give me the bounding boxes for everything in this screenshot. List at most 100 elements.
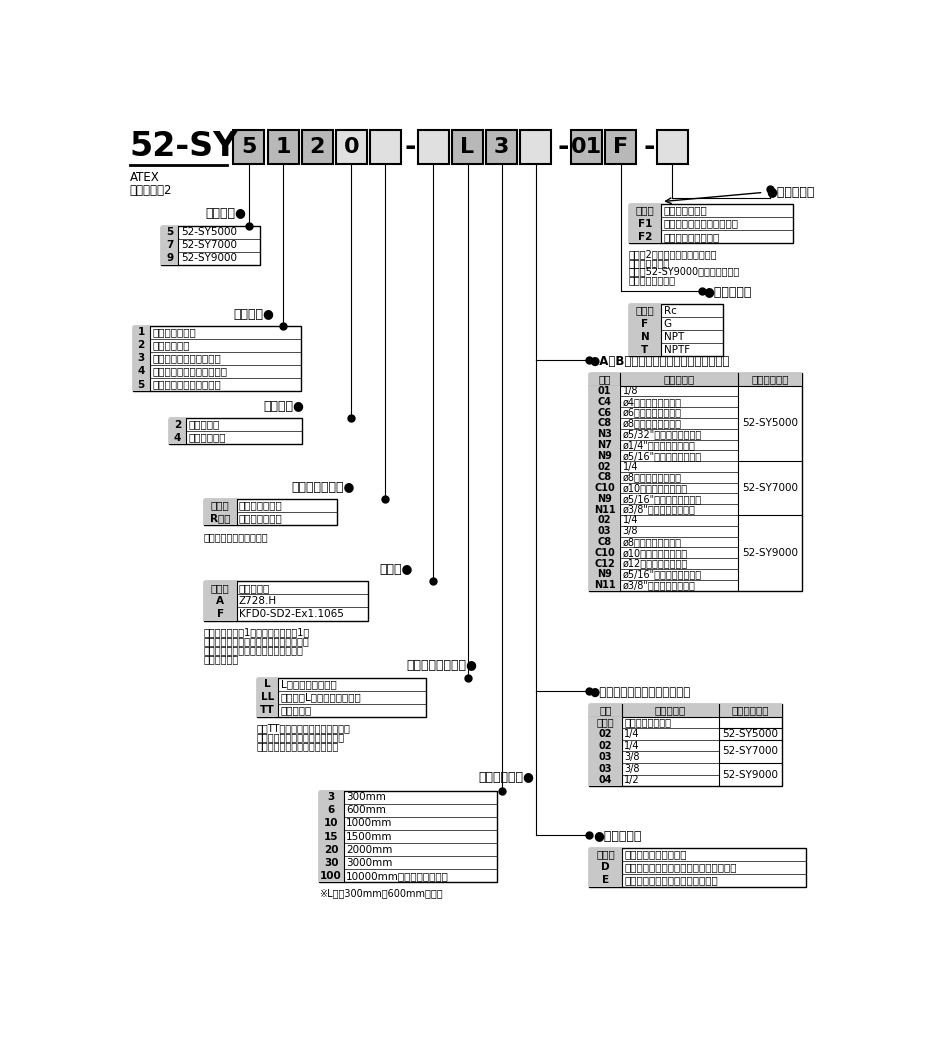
Text: TT: TT [260, 706, 275, 715]
Bar [589, 515, 620, 526]
Text: ケーブル形: ケーブル形 [281, 706, 312, 715]
Text: 管接続口径: 管接続口径 [663, 375, 694, 384]
Text: C6: C6 [598, 407, 612, 418]
Text: 3: 3 [494, 136, 509, 157]
Text: ●A・Bポート管接続口径（直接配管形）: ●A・Bポート管接続口径（直接配管形） [589, 355, 730, 368]
Text: N: N [640, 332, 650, 342]
Text: が必要です。なお、バリアも選択した: が必要です。なお、バリアも選択した [204, 636, 310, 646]
Text: 02: 02 [598, 461, 612, 472]
Text: 1/2: 1/2 [624, 776, 639, 785]
Text: -: - [405, 133, 416, 161]
Text: NPT: NPT [663, 332, 684, 342]
Text: 300mm: 300mm [346, 792, 386, 802]
Bar [589, 569, 620, 580]
Text: C8: C8 [598, 418, 612, 428]
Text: 30: 30 [324, 858, 338, 868]
Text: 01: 01 [571, 136, 602, 157]
Bar [318, 790, 497, 882]
Text: 52-SY7000: 52-SY7000 [180, 240, 237, 250]
Bar [589, 728, 621, 740]
Text: ø6ワンタッチ管継手: ø6ワンタッチ管継手 [622, 407, 681, 418]
Bar [318, 843, 344, 856]
Bar [162, 225, 179, 239]
Bar [589, 505, 620, 515]
Text: フートブラケット付注１）: フートブラケット付注１） [663, 219, 738, 229]
Text: 600mm: 600mm [346, 805, 386, 816]
Text: 04: 04 [598, 776, 612, 785]
Bar [589, 847, 621, 861]
Bar [629, 344, 661, 357]
Bar [204, 581, 237, 595]
Bar [589, 861, 621, 874]
Bar [629, 317, 661, 330]
Text: ベース配管形: ベース配管形 [188, 433, 226, 442]
Text: 02: 02 [598, 729, 612, 740]
Bar [133, 352, 150, 365]
Text: KFD0-SD2-Ex1.1065: KFD0-SD2-Ex1.1065 [238, 609, 344, 619]
Text: 無記号: 無記号 [211, 583, 230, 592]
Text: 10000mm（準標準品対応）: 10000mm（準標準品対応） [346, 871, 448, 880]
Text: 20: 20 [324, 844, 338, 855]
Text: 2: 2 [174, 420, 181, 430]
Text: 6: 6 [328, 805, 334, 816]
Bar [452, 130, 483, 164]
Text: シリーズ●: シリーズ● [206, 207, 247, 220]
Bar [204, 499, 237, 512]
Bar [589, 373, 802, 386]
Text: N9: N9 [598, 569, 612, 580]
Text: 無記号: 無記号 [636, 306, 655, 315]
Text: 52-SY5000: 52-SY5000 [180, 227, 237, 237]
Text: T: T [641, 345, 649, 354]
Bar [133, 365, 150, 378]
Bar [256, 677, 278, 691]
Text: C8: C8 [598, 537, 612, 547]
Text: 03: 03 [598, 526, 612, 536]
Text: G: G [663, 318, 672, 329]
Text: 注）TT形は端子台に結線されてお: 注）TT形は端子台に結線されてお [256, 723, 351, 733]
Text: バリア●: バリア● [380, 563, 413, 577]
Text: 10: 10 [324, 819, 338, 828]
Text: ø8ワンタッチ管継手: ø8ワンタッチ管継手 [622, 537, 681, 547]
Text: F1: F1 [637, 219, 652, 229]
Bar [318, 829, 344, 843]
Bar [589, 439, 620, 451]
Text: N9: N9 [598, 494, 612, 504]
Text: LL: LL [261, 692, 275, 703]
Bar [589, 428, 620, 439]
Text: ２位置ダブル: ２位置ダブル [152, 341, 190, 350]
Text: 記号: 記号 [599, 706, 612, 715]
Bar [318, 870, 344, 882]
Text: Z728.H: Z728.H [238, 596, 277, 606]
Text: 9: 9 [166, 253, 174, 263]
Text: 02: 02 [598, 515, 612, 526]
Text: 外部パイロット: 外部パイロット [238, 513, 283, 524]
Text: 3: 3 [328, 792, 334, 802]
Text: ø8ワンタッチ管継手: ø8ワンタッチ管継手 [622, 472, 681, 482]
Text: A: A [217, 596, 224, 606]
Text: L: L [264, 679, 271, 689]
Bar [133, 378, 150, 391]
Bar [133, 339, 150, 352]
Text: プッシュターンロック式手操作形: プッシュターンロック式手操作形 [624, 875, 718, 886]
Text: 3/8: 3/8 [624, 764, 639, 773]
Text: 7: 7 [166, 240, 174, 250]
Text: ø5/16"ワンタッチ管継手: ø5/16"ワンタッチ管継手 [622, 569, 702, 580]
Bar [204, 499, 337, 525]
Text: 1/4: 1/4 [624, 741, 639, 751]
Bar [589, 526, 620, 536]
Bar [169, 418, 186, 431]
Bar [589, 536, 620, 547]
Bar [589, 705, 782, 716]
Text: 3/8: 3/8 [622, 526, 638, 536]
Text: ３位置クローズドセンタ: ３位置クローズドセンタ [152, 353, 220, 363]
Text: 5: 5 [138, 380, 144, 389]
Text: ø1/4"ワンタッチ管継手: ø1/4"ワンタッチ管継手 [622, 440, 695, 450]
Text: ノンロックプッシュ式: ノンロックプッシュ式 [624, 850, 687, 859]
Bar [589, 547, 620, 559]
Text: ø10ワンタッチ管継手: ø10ワンタッチ管継手 [622, 484, 688, 493]
Text: 無記号: 無記号 [636, 205, 655, 216]
Text: 2: 2 [138, 341, 144, 350]
Text: ø8ワンタッチ管継手: ø8ワンタッチ管継手 [622, 418, 681, 428]
Text: 15: 15 [324, 832, 338, 841]
Text: Rc: Rc [663, 306, 676, 315]
